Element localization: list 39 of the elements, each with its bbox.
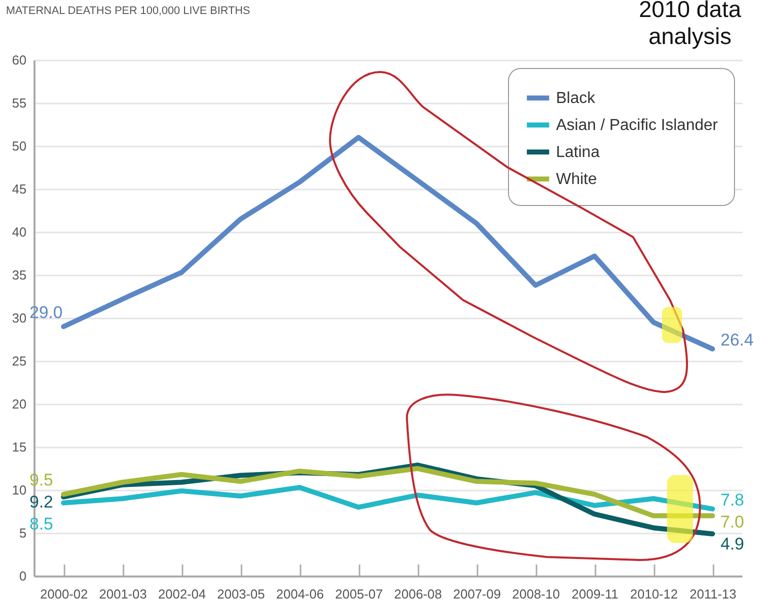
data-label: 4.9	[720, 534, 744, 554]
data-label: 26.4	[720, 330, 754, 350]
y-tick-label: 5	[19, 526, 26, 540]
x-tick-label: 2011-13	[690, 586, 736, 602]
x-tick-label: 2009-11	[572, 586, 618, 602]
legend-label: Latina	[556, 144, 600, 161]
x-tick-label: 2008-10	[512, 586, 560, 602]
x-tick-label: 2002-04	[158, 586, 206, 602]
x-tick-label: 2001-03	[99, 586, 147, 602]
legend-label: Asian / Pacific Islander	[556, 117, 719, 134]
y-tick-label: 15	[12, 440, 26, 454]
x-tick-label: 2000-02	[40, 586, 88, 602]
legend-label: White	[556, 171, 597, 188]
y-tick-label: 50	[12, 138, 26, 154]
text: 2010 data analysis	[638, 0, 742, 50]
y-tick-label: 60	[12, 52, 26, 68]
data-label: 9.5	[30, 470, 54, 490]
x-tick-label: 2010-12	[630, 586, 678, 602]
data-label: 29.0	[30, 302, 63, 322]
data-label: 7.0	[720, 512, 744, 532]
y-tick-label: 55	[12, 96, 26, 110]
x-tick-label: 2003-05	[217, 586, 265, 602]
y-tick-label: 40	[12, 224, 26, 240]
x-tick-label: 2006-08	[394, 586, 442, 602]
legend-label: Black	[556, 90, 596, 107]
x-tick-label: 2005-07	[335, 586, 383, 602]
x-tick-label: 2004-06	[276, 586, 324, 602]
y-tick-label: 10	[12, 482, 26, 498]
data-label: 7.8	[720, 490, 744, 510]
y-tick-label: 45	[12, 182, 26, 196]
x-tick-label: 2007-09	[453, 586, 501, 602]
y-tick-label: 20	[12, 396, 26, 412]
data-label: 8.5	[30, 514, 54, 534]
data-label: 9.2	[30, 492, 54, 512]
chart-title: MATERNAL DEATHS PER 100,000 LIVE BIRTHS	[6, 5, 250, 17]
y-tick-label: 35	[12, 268, 26, 282]
y-tick-label: 25	[12, 354, 26, 368]
y-tick-label: 30	[12, 310, 26, 326]
y-tick-label: 0	[19, 568, 26, 584]
